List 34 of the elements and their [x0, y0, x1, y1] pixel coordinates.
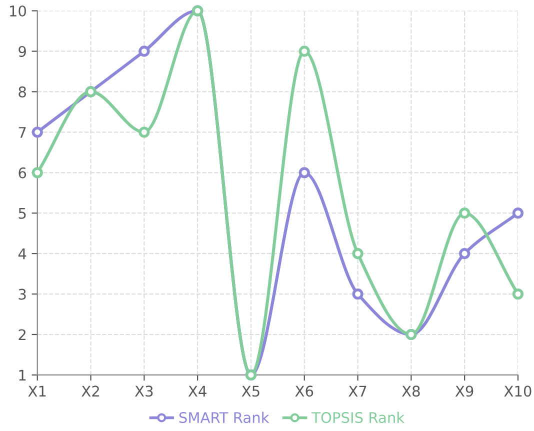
point — [512, 208, 524, 219]
y-tick-label: 4 — [18, 248, 26, 260]
x-tick-label: X1 — [28, 386, 46, 396]
y-tick-label: 9 — [18, 46, 26, 57]
y-tick-label: 2 — [18, 329, 26, 340]
point — [138, 46, 150, 57]
point — [352, 288, 364, 300]
point — [298, 167, 310, 178]
y-tick-label: 6 — [18, 167, 26, 178]
point — [298, 46, 310, 57]
x-tick-label: X5 — [242, 386, 260, 397]
point — [32, 167, 43, 178]
y-tick-label: 3 — [18, 288, 26, 300]
x-tick-label: X7 — [348, 386, 366, 396]
x-tick-label: X3 — [134, 386, 153, 397]
legend-label: SMART Rank — [179, 412, 270, 424]
legend-label: TOPSIS Rank — [312, 412, 405, 424]
x-tick-label: X6 — [295, 386, 314, 397]
y-tick-label: 1 — [19, 370, 26, 381]
x-tick-label: X4 — [188, 386, 206, 396]
y-tick-label: 10 — [10, 5, 26, 17]
point — [138, 126, 150, 138]
x-tick-label: X10 — [504, 386, 532, 397]
point — [352, 248, 364, 260]
x-tick-label: X2 — [82, 386, 99, 396]
point — [512, 288, 524, 300]
y-tick-label: 5 — [18, 208, 26, 219]
point — [459, 248, 470, 260]
y-tick-label: 7 — [18, 127, 26, 138]
point — [32, 126, 43, 138]
x-tick-label: X8 — [402, 386, 420, 397]
point — [459, 208, 470, 219]
x-tick-label: X9 — [455, 386, 474, 397]
y-tick-label: 8 — [18, 86, 26, 98]
